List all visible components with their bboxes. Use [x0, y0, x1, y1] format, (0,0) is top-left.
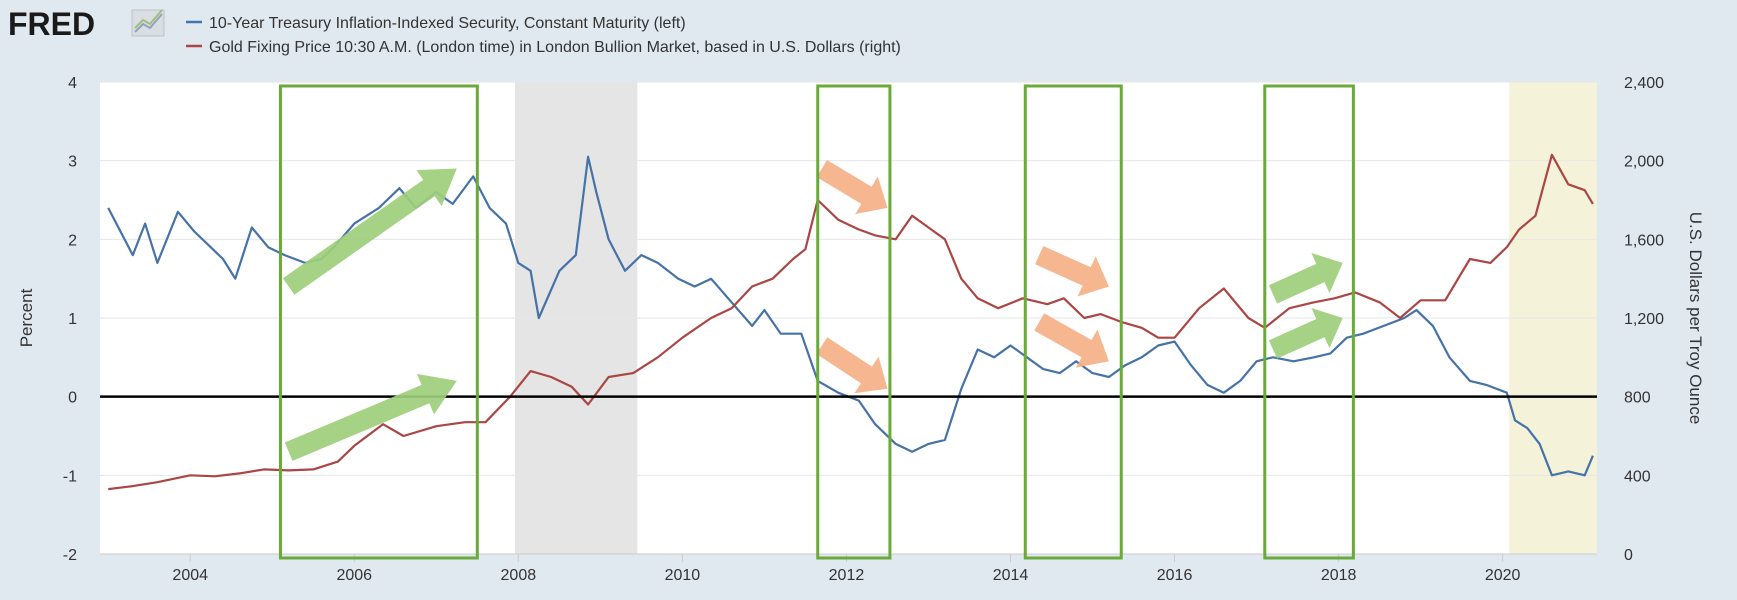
legend-label-gold[interactable]: Gold Fixing Price 10:30 A.M. (London tim… — [209, 39, 901, 56]
right-axis-label: U.S. Dollars per Troy Ounce — [1686, 212, 1705, 425]
left-tick-label: 1 — [68, 311, 77, 328]
x-tick-label: 2018 — [1321, 567, 1357, 584]
annotation-arrow — [1035, 246, 1109, 297]
right-tick-label: 1,600 — [1624, 232, 1664, 249]
annotation-arrow — [816, 337, 888, 394]
x-tick-label: 2008 — [501, 567, 537, 584]
right-tick-label: 800 — [1624, 390, 1651, 407]
x-tick-label: 2014 — [993, 567, 1029, 584]
annotation-arrow — [282, 168, 457, 295]
logo-text: FRED — [8, 6, 95, 42]
x-tick-label: 2010 — [665, 567, 701, 584]
annotation-box — [1023, 84, 1123, 560]
right-tick-label: 2,400 — [1624, 75, 1664, 92]
left-axis: -2 -1 0 1 2 3 4 — [63, 75, 77, 564]
annotation-arrow — [1268, 253, 1343, 304]
right-tick-label: 400 — [1624, 468, 1651, 485]
logo-graph-icon-2 — [134, 9, 163, 29]
x-axis: 2004 2006 2008 2010 2012 2014 2016 2018 2020 — [100, 553, 1597, 584]
legend: 10-Year Treasury Inflation-Indexed Secur… — [186, 15, 901, 56]
x-tick-label: 2012 — [829, 567, 865, 584]
annotation-box — [816, 84, 892, 560]
right-tick-label: 1,200 — [1624, 311, 1664, 328]
annotation-arrows — [282, 160, 1343, 461]
right-tick-label: 0 — [1624, 547, 1633, 564]
left-tick-label: 3 — [68, 154, 77, 171]
annotation-boxes — [278, 84, 1355, 560]
x-tick-label: 2006 — [336, 567, 372, 584]
left-tick-label: 2 — [68, 232, 77, 249]
annotation-arrow — [1268, 308, 1343, 359]
annotation-box — [278, 84, 479, 560]
logo-graph-icon — [134, 13, 163, 33]
left-tick-label: 0 — [68, 390, 77, 407]
fred-logo[interactable]: FRED — [8, 6, 165, 42]
left-tick-label: 4 — [68, 75, 77, 92]
left-axis-label: Percent — [17, 288, 36, 347]
series-line-gold — [108, 153, 1594, 491]
x-tick-label: 2020 — [1485, 567, 1521, 584]
x-tick-label: 2004 — [172, 567, 208, 584]
right-axis: 0 400 800 1,200 1,600 2,000 2,400 — [1624, 75, 1664, 564]
right-tick-label: 2,000 — [1624, 154, 1664, 171]
annotation-arrow — [284, 373, 457, 461]
annotation-arrow — [816, 160, 888, 215]
left-tick-label: -2 — [63, 547, 77, 564]
annotation-arrow — [1034, 313, 1109, 368]
left-tick-label: -1 — [63, 468, 77, 485]
legend-label-tips[interactable]: 10-Year Treasury Inflation-Indexed Secur… — [209, 15, 686, 32]
annotation-box — [1263, 84, 1355, 560]
x-tick-label: 2016 — [1157, 567, 1193, 584]
